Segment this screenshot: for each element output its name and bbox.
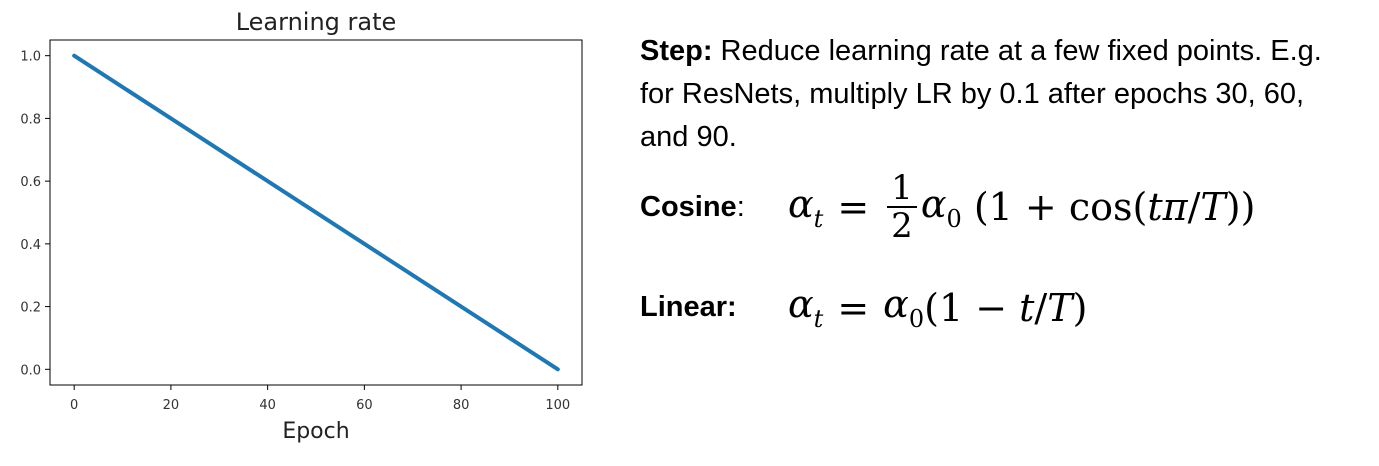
x-tick-label: 80 [453, 398, 470, 413]
axis-ticks: 0 20 40 60 80 100 0.0 0.2 0.4 0.6 0.8 1.0 [20, 50, 570, 413]
step-label: Step: [640, 35, 713, 67]
y-tick-label: 0.2 [20, 301, 41, 316]
cosine-label-wrap: Cosine: [640, 191, 788, 224]
plot-frame [49, 39, 583, 386]
linear-formula-row: Linear: αt = α0 (1 − t / T) [640, 282, 1087, 333]
x-tick-label: 60 [356, 398, 373, 413]
cosine-colon: : [736, 190, 745, 223]
chart-svg: Learning rate 0 20 40 60 80 100 0.0 0.2 0.4 0.6 0.… [20, 8, 583, 444]
step-description: Reduce learning rate at a few fixed poin… [640, 35, 1322, 153]
x-axis-label: Epoch [282, 419, 349, 444]
y-tick-label: 0.8 [20, 112, 41, 127]
linear-label: Linear: [640, 291, 737, 323]
chart-title: Learning rate [236, 8, 397, 36]
step-paragraph: Step: Reduce learning rate at a few fixe… [640, 30, 1360, 159]
linear-formula: αt = α0 (1 − t / T) [788, 282, 1088, 333]
y-tick-label: 0.6 [20, 175, 41, 190]
x-tick-label: 20 [163, 398, 180, 413]
y-tick-label: 0.4 [20, 238, 41, 253]
x-tick-label: 40 [259, 398, 276, 413]
series-group [72, 53, 560, 372]
x-tick-label: 0 [70, 398, 78, 413]
cosine-label: Cosine [640, 190, 737, 223]
x-tick-label: 100 [545, 398, 570, 413]
y-tick-label: 1.0 [20, 50, 41, 65]
learning-rate-line [72, 53, 560, 372]
learning-rate-chart: Learning rate 0 20 40 60 80 100 0.0 0.2 0.4 0.6 0.… [0, 0, 600, 466]
text-panel: Step: Reduce learning rate at a few fixe… [640, 30, 1360, 333]
y-tick-label: 0.0 [20, 363, 41, 378]
